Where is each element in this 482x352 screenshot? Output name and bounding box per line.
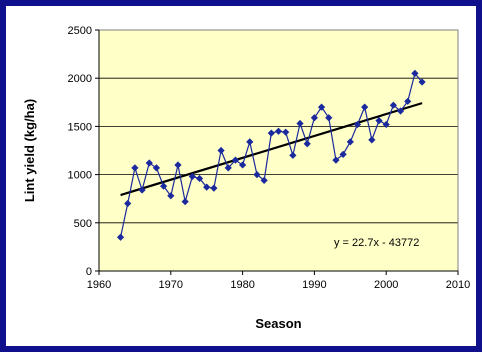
data-point-1984 (267, 129, 275, 137)
lint-yield-chart: 0 500 1000 1500 2000 2500 1960 1970 1980 1990 200… (22, 25, 470, 331)
data-point-1963 (116, 233, 125, 241)
data-point-2004 (411, 69, 419, 77)
data-point-1986 (282, 128, 290, 136)
data-point-1994 (339, 150, 347, 158)
y-tick-label-2000: 2000 (68, 73, 92, 85)
data-point-1985 (274, 127, 283, 135)
data-point-1991 (317, 103, 326, 111)
y-tick-label-1500: 1500 (68, 121, 92, 133)
y-axis-label: Lint yield (kg/ha) (22, 99, 37, 202)
y-tick-label-2500: 2500 (68, 25, 92, 37)
x-tick-label-1980: 1980 (230, 279, 254, 291)
data-point-1992 (325, 114, 333, 122)
x-tick-label-2000: 2000 (374, 279, 398, 291)
data-point-1970 (167, 192, 175, 200)
x-axis-label: Season (255, 316, 301, 331)
x-tick-label-1990: 1990 (302, 279, 326, 291)
y-tick-label-0: 0 (86, 266, 92, 278)
data-point-1996 (353, 120, 362, 129)
data-point-2002 (396, 107, 405, 115)
trendline (120, 102, 423, 197)
data-point-1997 (361, 103, 369, 111)
plot-area (99, 30, 458, 271)
trendline-equation: y = 22.7x - 43772 (334, 237, 419, 249)
series-group (116, 69, 426, 241)
data-point-1981 (246, 138, 254, 146)
data-point-1968 (152, 164, 161, 172)
data-point-1969 (160, 182, 168, 190)
trendline-group (120, 102, 423, 197)
data-point-2001 (389, 101, 397, 109)
data-point-1998 (368, 136, 376, 144)
data-point-1976 (210, 184, 218, 192)
data-point-1990 (310, 114, 318, 122)
y-tick-label-1000: 1000 (68, 170, 92, 182)
data-point-1978 (224, 164, 232, 172)
chart-frame: 0 500 1000 1500 2000 2500 1960 1970 1980 1990 200… (6, 6, 476, 346)
x-axis-ticks: 1960 1970 1980 1990 2000 2010 (87, 271, 470, 291)
data-point-1979 (231, 156, 240, 164)
data-point-1989 (303, 140, 311, 148)
data-point-1972 (181, 197, 189, 206)
data-point-1993 (332, 156, 340, 164)
x-tick-label-2010: 2010 (446, 279, 470, 291)
data-point-2003 (404, 97, 412, 105)
data-point-1967 (145, 159, 153, 167)
data-point-1980 (239, 161, 247, 169)
axes (98, 29, 459, 272)
data-point-2000 (382, 120, 390, 129)
data-point-1965 (131, 164, 139, 172)
y-axis-ticks: 0 500 1000 1500 2000 2500 (68, 25, 99, 278)
data-point-2005 (418, 78, 426, 86)
data-point-1977 (217, 146, 225, 155)
data-point-1966 (138, 186, 146, 194)
data-point-1974 (195, 174, 204, 183)
data-point-1995 (346, 138, 354, 146)
data-point-1987 (289, 151, 297, 159)
x-tick-label-1970: 1970 (159, 279, 183, 291)
data-point-1964 (124, 199, 132, 208)
y-tick-label-500: 500 (74, 218, 92, 230)
data-point-1973 (188, 172, 196, 181)
data-point-1999 (375, 117, 383, 125)
data-point-1988 (296, 119, 304, 128)
data-point-1971 (174, 161, 182, 169)
x-tick-label-1960: 1960 (87, 279, 111, 291)
data-point-1975 (203, 183, 211, 191)
data-point-1983 (260, 176, 268, 184)
